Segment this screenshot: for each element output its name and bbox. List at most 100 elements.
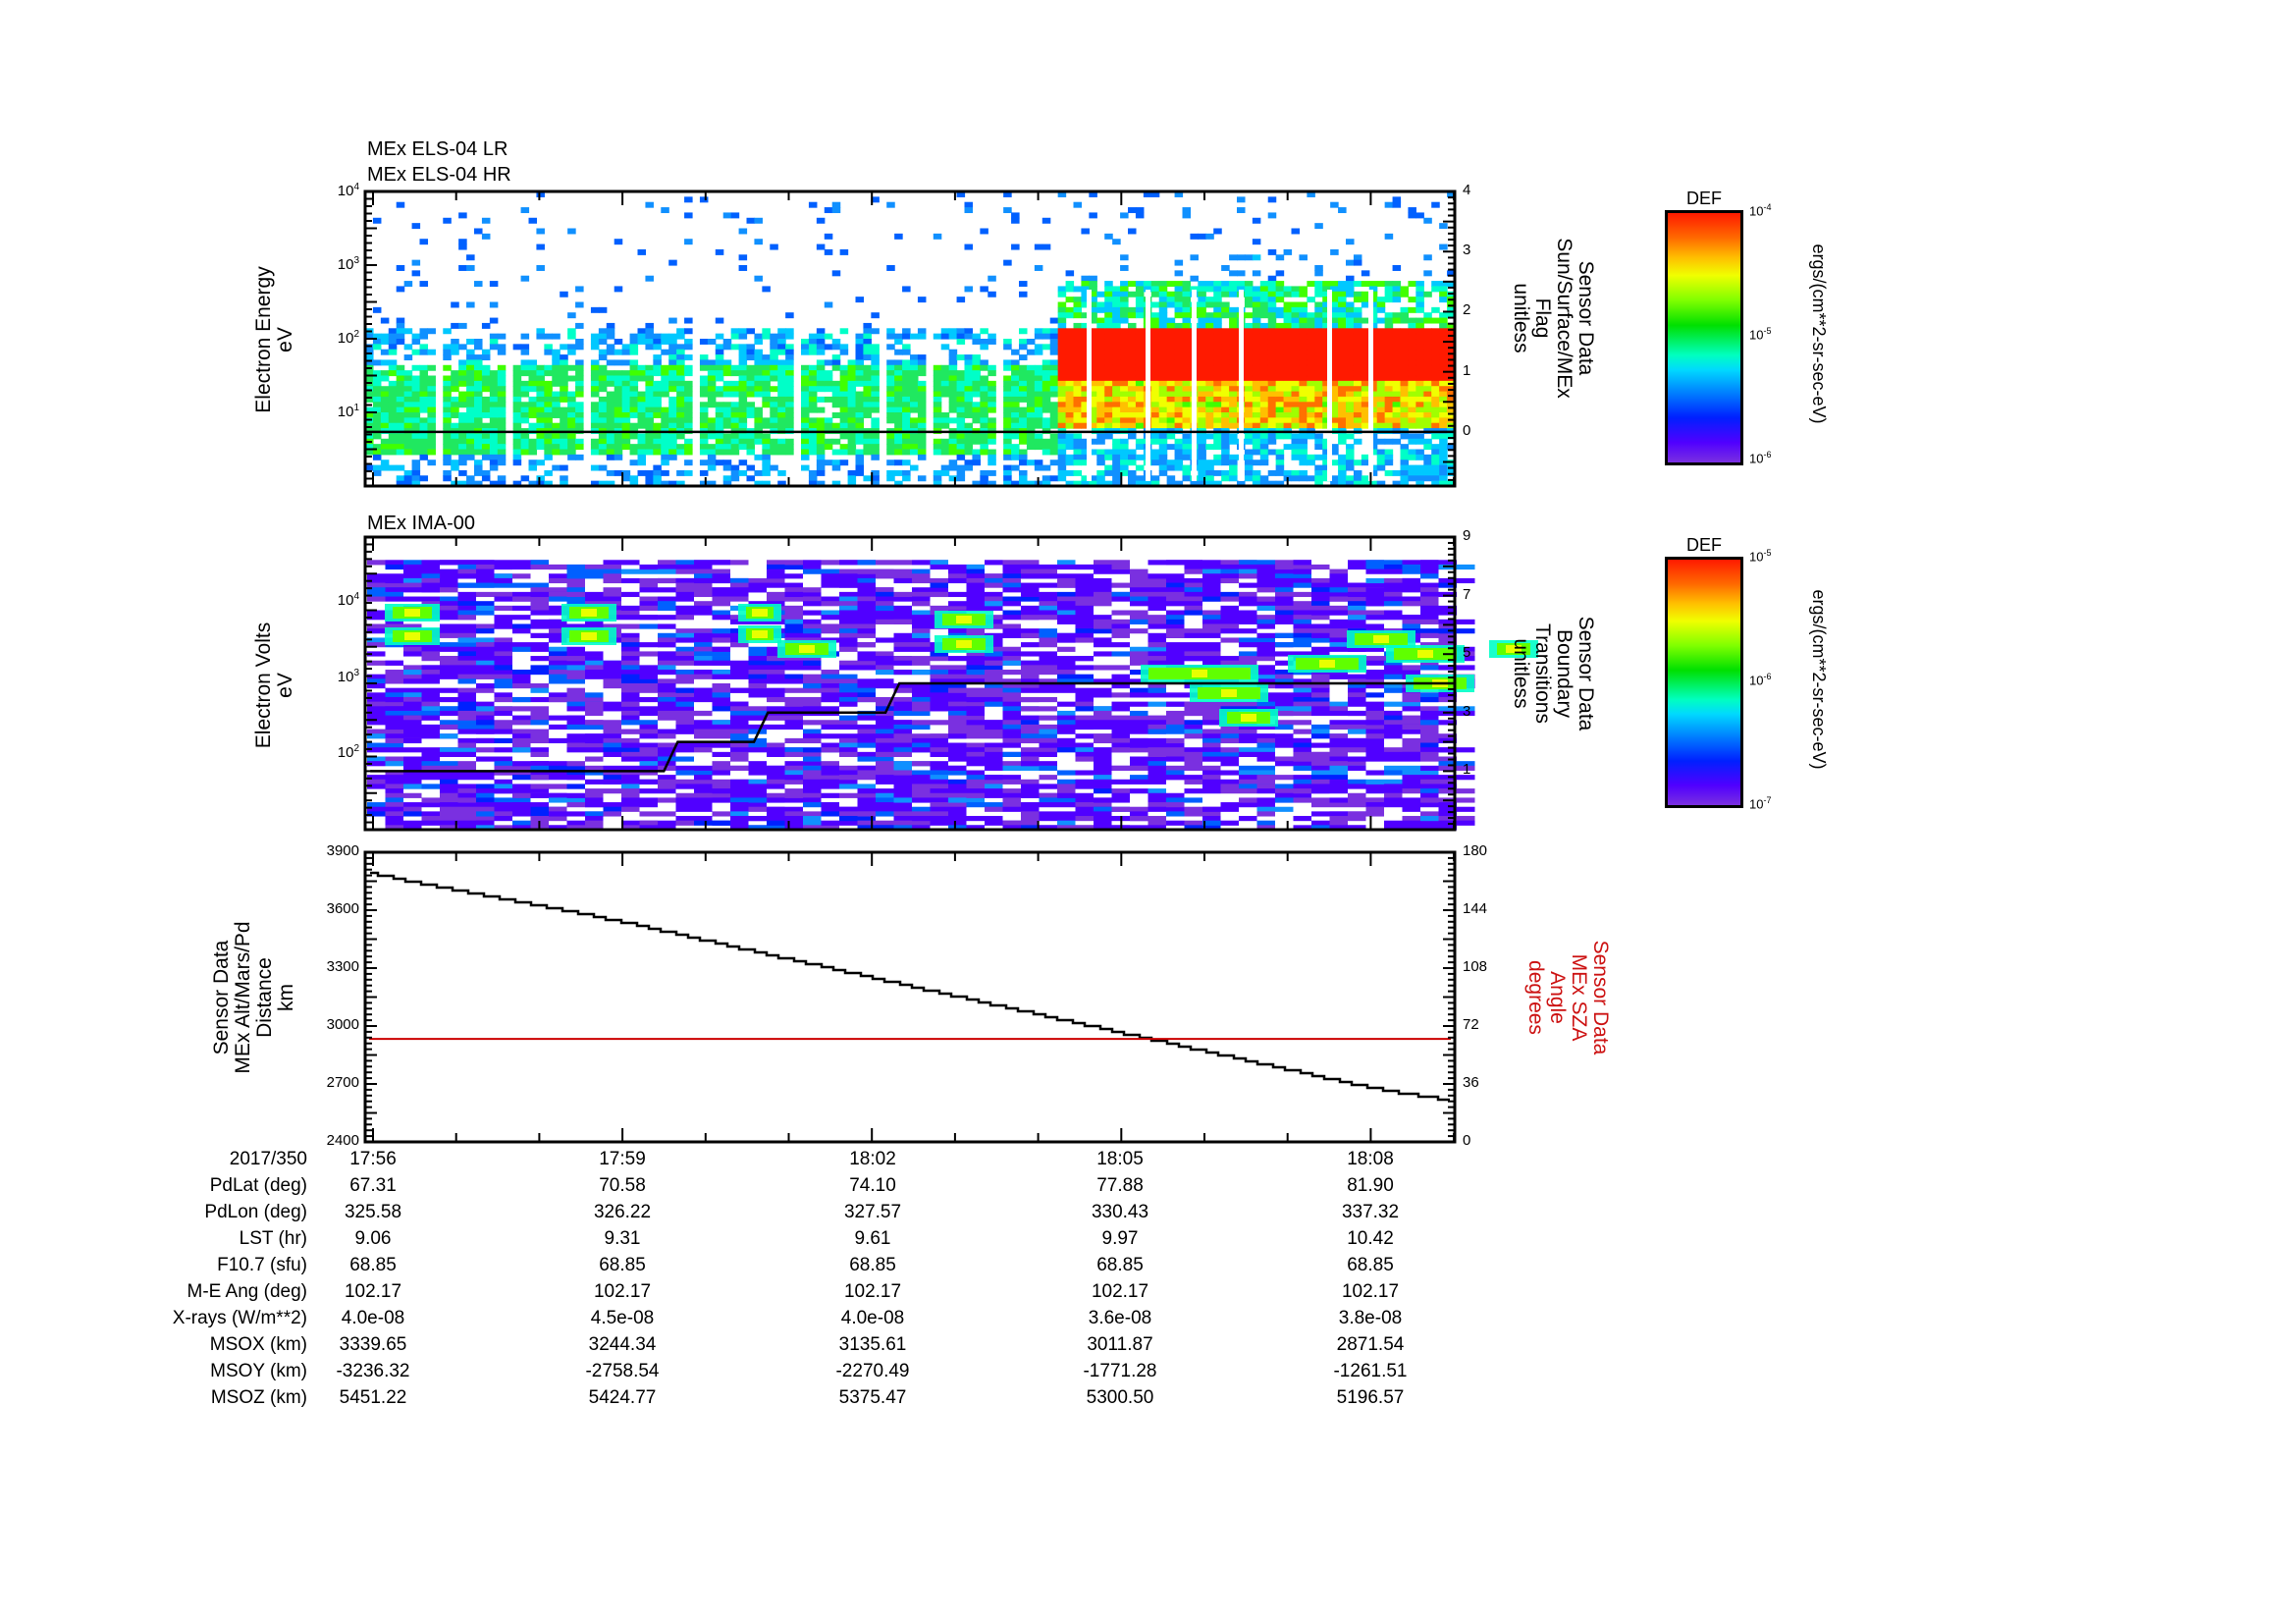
ephemeris-cell: 337.32 (1341, 1202, 1400, 1222)
time-axis-row: 2017/350 17:56 17:59 18:02 18:05 18:08 (0, 1149, 1472, 1174)
panel2-y2label-line3: Transitions (1531, 623, 1554, 724)
ephemeris-row-label: MSOZ (km) (210, 1387, 307, 1408)
ephemeris-table: 2017/350 17:56 17:59 18:02 18:05 18:08 P… (0, 1149, 1472, 1424)
panel1-y2label-line3: Flag (1531, 298, 1554, 339)
ephemeris-cell: -1261.51 (1333, 1361, 1408, 1381)
time-tick: 18:08 (1347, 1149, 1394, 1169)
axis-tick-label: 72 (1463, 1016, 1479, 1033)
ephemeris-row: MSOY (km) -3236.32 -2758.54 -2270.49 -1771.2… (0, 1361, 1472, 1386)
time-tick: 18:05 (1096, 1149, 1144, 1169)
ephemeris-cell: 68.85 (599, 1255, 646, 1275)
colorbar1-min: 10-6 (1749, 450, 1772, 466)
ephemeris-cell: -2270.49 (835, 1361, 910, 1381)
ephemeris-row: M-E Ang (deg) 102.17 102.17 102.17 102.17 102… (0, 1281, 1472, 1307)
axis-tick-label: 9 (1463, 527, 1471, 544)
axis-tick-label: 180 (1463, 842, 1488, 859)
ephemeris-cell: 3.8e-08 (1338, 1308, 1403, 1328)
ephemeris-cell: 102.17 (1091, 1281, 1149, 1302)
ephemeris-cell: 9.61 (854, 1228, 891, 1249)
ephemeris-cell: 9.31 (604, 1228, 641, 1249)
axis-tick-label: 0 (1463, 1132, 1471, 1149)
panel2-y2label-line1: Sensor Data (1575, 616, 1597, 731)
ephemeris-cell: 68.85 (349, 1255, 397, 1275)
ephemeris-cell: 68.85 (849, 1255, 896, 1275)
panel3-ylabel: Sensor Data MEx Alt/Mars/Pd Distance km (210, 885, 301, 1110)
ephemeris-cell: 74.10 (849, 1175, 896, 1196)
panel2-y2label-line4: unitless (1510, 638, 1532, 709)
ephemeris-cell: 3339.65 (339, 1334, 407, 1355)
panel2-y2label-line2: Boundary (1553, 629, 1575, 718)
ephemeris-cell: 70.58 (599, 1175, 646, 1196)
panel2-ylabel-line2: eV (274, 673, 296, 698)
ephemeris-cell: 5300.50 (1086, 1387, 1154, 1408)
panel2-ylabel-line1: Electron Volts (252, 622, 275, 749)
ephemeris-cell: 327.57 (843, 1202, 902, 1222)
ephemeris-cell: 77.88 (1096, 1175, 1144, 1196)
ephemeris-row: PdLat (deg) 67.31 70.58 74.10 77.88 81.90 (0, 1175, 1472, 1201)
ephemeris-row: F10.7 (sfu) 68.85 68.85 68.85 68.85 68.85 (0, 1255, 1472, 1280)
axis-tick-label: 4 (1463, 182, 1471, 198)
axis-tick-label: 2700 (326, 1074, 359, 1091)
ephemeris-row: LST (hr) 9.06 9.31 9.61 9.97 10.42 (0, 1228, 1472, 1254)
ephemeris-cell: 4.0e-08 (341, 1308, 405, 1328)
ephemeris-cell: -3236.32 (336, 1361, 410, 1381)
time-tick: 18:02 (849, 1149, 896, 1169)
panel3-ylabel-line4: km (275, 984, 297, 1011)
panel1-ylabel-line2: eV (274, 327, 296, 352)
panel1-ylabel: Electron Energy eV (252, 227, 298, 453)
colorbar1-title: DEF (1686, 189, 1722, 208)
ephemeris-row: X-rays (W/m**2) 4.0e-08 4.5e-08 4.0e-08 3.6e… (0, 1308, 1472, 1333)
date-label: 2017/350 (229, 1149, 307, 1169)
ephemeris-cell: 102.17 (843, 1281, 902, 1302)
ephemeris-cell: 5375.47 (838, 1387, 907, 1408)
ephemeris-row: MSOX (km) 3339.65 3244.34 3135.61 3011.87 287… (0, 1334, 1472, 1360)
time-tick: 17:56 (349, 1149, 397, 1169)
axis-tick-label: 3600 (326, 900, 359, 917)
axis-tick-label: 108 (1463, 958, 1488, 975)
ephemeris-cell: 3.6e-08 (1088, 1308, 1152, 1328)
axis-tick-label: 2 (1463, 301, 1471, 319)
panel3-y2label-line3: Angle (1546, 971, 1569, 1024)
colorbar1-mid: 10-5 (1749, 326, 1772, 343)
panel3-ylabel-line1: Sensor Data (210, 940, 233, 1055)
ephemeris-cell: 3244.34 (588, 1334, 657, 1355)
panel1-y2label-line4: unitless (1510, 283, 1532, 353)
ephemeris-cell: 68.85 (1347, 1255, 1394, 1275)
ephemeris-row-label: X-rays (W/m**2) (172, 1308, 307, 1328)
colorbar1 (1665, 210, 1743, 465)
ephemeris-cell: -2758.54 (585, 1361, 660, 1381)
panel3-y2label-line1: Sensor Data (1589, 940, 1612, 1055)
axis-tick-label: 3 (1463, 242, 1471, 259)
axis-tick-label: 3 (1463, 702, 1471, 720)
panel1-y2label-line2: Sun/Surface/MEx (1553, 238, 1575, 399)
ephemeris-row-label: PdLat (deg) (209, 1175, 307, 1196)
panel1-ylabel-line1: Electron Energy (252, 266, 275, 413)
ephemeris-cell: 9.06 (354, 1228, 392, 1249)
panel1-y2label: Sensor Data Sun/Surface/MEx Flag unitles… (1506, 220, 1597, 416)
axis-tick-label: 103 (337, 255, 359, 273)
panel1-title-hr: MEx ELS-04 HR (367, 164, 511, 186)
axis-tick-label: 144 (1463, 900, 1488, 917)
axis-tick-label: 1 (1463, 761, 1471, 779)
colorbar2 (1665, 557, 1743, 808)
panel3-y2label: Sensor Data MEx SZA Angle degrees (1521, 909, 1612, 1086)
ephemeris-cell: 2871.54 (1336, 1334, 1405, 1355)
ion-spectrogram (363, 535, 1538, 832)
ephemeris-cell: 4.0e-08 (840, 1308, 905, 1328)
electron-spectrogram (363, 189, 1457, 488)
ephemeris-cell: 5196.57 (1336, 1387, 1405, 1408)
ephemeris-cell: 5424.77 (588, 1387, 657, 1408)
ephemeris-cell: 67.31 (349, 1175, 397, 1196)
panel3-y2label-line2: MEx SZA (1568, 953, 1590, 1042)
colorbar2-min: 10-7 (1749, 795, 1772, 812)
axis-tick-label: 5 (1463, 644, 1471, 662)
ephemeris-cell: 325.58 (344, 1202, 402, 1222)
ephemeris-cell: 3135.61 (838, 1334, 907, 1355)
colorbar1-units: ergs/(cm**2-sr-sec-eV) (1809, 243, 1829, 424)
panel3-ylabel-line3: Distance (253, 957, 276, 1038)
colorbar2-max: 10-5 (1749, 548, 1772, 565)
panel2-ylabel: Electron Volts eV (252, 577, 298, 793)
ephemeris-cell: 3011.87 (1087, 1334, 1153, 1355)
ephemeris-cell: 9.97 (1101, 1228, 1139, 1249)
panel2-title: MEx IMA-00 (367, 513, 476, 534)
